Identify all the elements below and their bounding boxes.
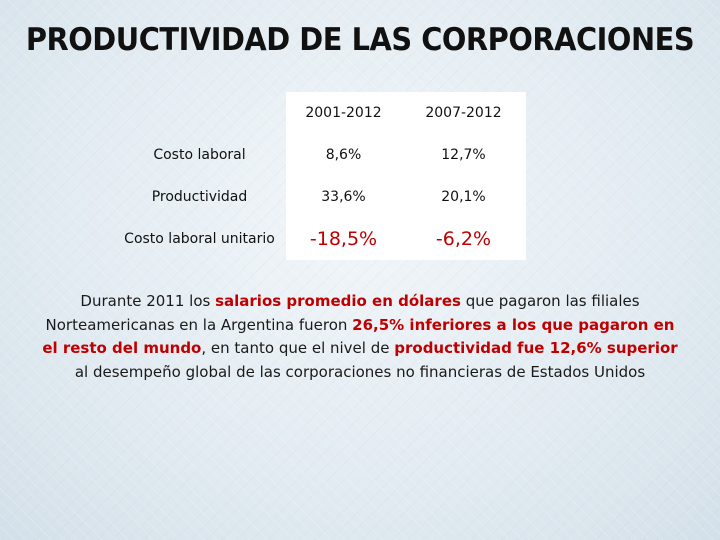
table-row: Costo laboral 8,6% 12,7% [113, 134, 526, 176]
row-label-costo-laboral: Costo laboral [153, 147, 246, 163]
table-header-row: 2001-2012 2007-2012 [113, 92, 526, 134]
slide-title: PRODUCTIVIDAD DE LAS CORPORACIONES [25, 22, 695, 58]
highlight-inferiores: 26,5% inferiores a los que pagaron en el… [42, 315, 675, 358]
narrative-paragraph: Durante 2011 los salarios promedio en dó… [38, 290, 682, 384]
table-row: Productividad 33,6% 20,1% [113, 176, 526, 218]
narrative-text: Durante 2011 los [80, 292, 216, 310]
narrative-text: , en tanto que el nivel de [201, 339, 395, 357]
narrative-text: al desempeño global de las corporaciones… [74, 362, 646, 381]
narrative-text: que pagaron las filiales Norteamericanas… [45, 292, 640, 334]
row-label-productividad: Productividad [151, 189, 248, 205]
column-header-2001-2012: 2001-2012 [286, 92, 401, 134]
column-header-2007-2012: 2007-2012 [401, 92, 526, 134]
value-costo-laboral-2001-2012: 8,6% [286, 134, 401, 176]
highlight-productividad: productividad fue 12,6% superior [394, 339, 678, 357]
highlight-salarios: salarios promedio en dólares [215, 292, 461, 310]
value-productividad-2001-2012: 33,6% [286, 176, 401, 218]
value-clu-2001-2012: -18,5% [286, 218, 401, 260]
table-row: Costo laboral unitario -18,5% -6,2% [113, 218, 526, 260]
comparison-table: 2001-2012 2007-2012 Costo laboral 8,6% 1… [113, 92, 526, 260]
value-clu-2007-2012: -6,2% [401, 218, 526, 260]
value-costo-laboral-2007-2012: 12,7% [401, 134, 526, 176]
row-label-costo-laboral-unitario: Costo laboral unitario [124, 231, 275, 247]
value-productividad-2007-2012: 20,1% [401, 176, 526, 218]
table-corner-cell [113, 92, 286, 134]
